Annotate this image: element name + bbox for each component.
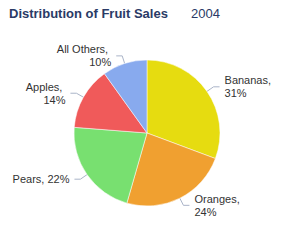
svg-text:2004: 2004 (191, 6, 220, 21)
svg-text:14%: 14% (43, 94, 65, 106)
svg-text:31%: 31% (225, 87, 247, 99)
svg-text:Oranges,: Oranges, (194, 193, 242, 205)
svg-text:Apples,: Apples, (26, 81, 66, 93)
svg-text:Distribution of Fruit Sales: Distribution of Fruit Sales (9, 6, 168, 21)
svg-text:All Others,: All Others, (57, 43, 111, 55)
svg-text:Pears, 22%: Pears, 22% (13, 173, 70, 185)
svg-text:Bananas,: Bananas, (225, 74, 275, 86)
svg-text:24%: 24% (194, 206, 216, 218)
svg-text:10%: 10% (89, 56, 111, 68)
